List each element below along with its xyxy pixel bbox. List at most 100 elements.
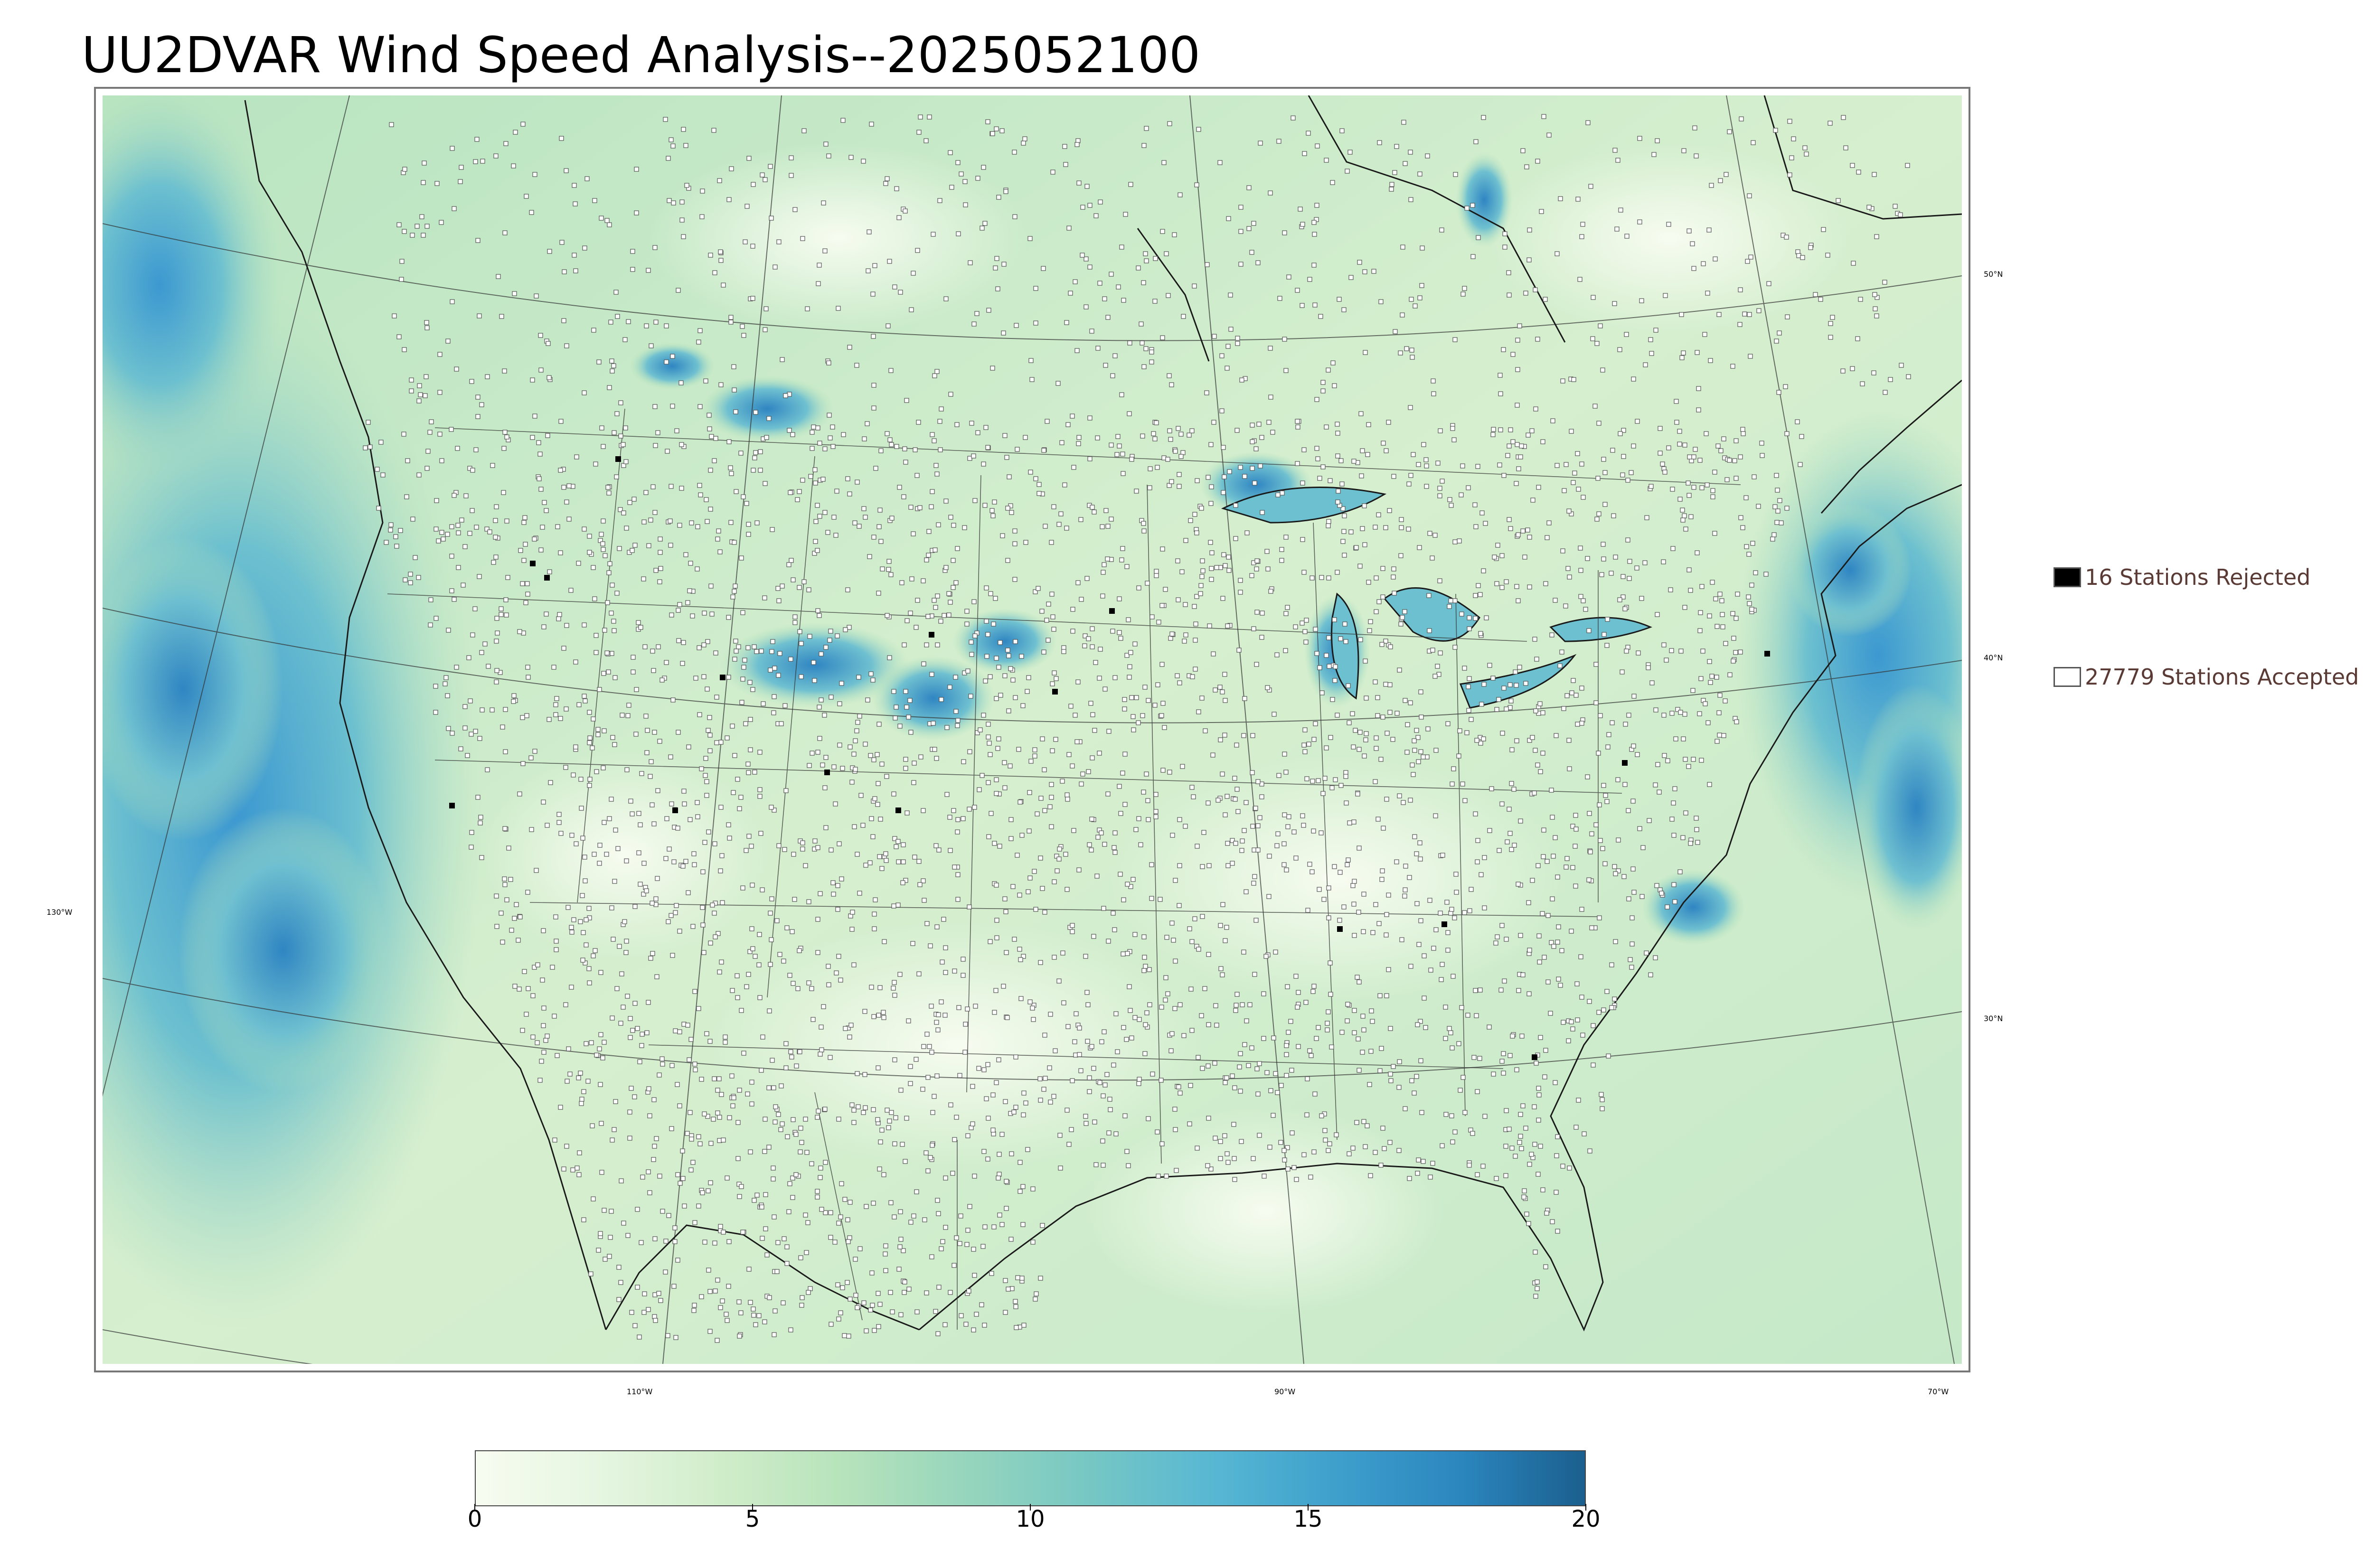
accepted-station <box>1546 132 1552 138</box>
accepted-station <box>801 579 807 584</box>
accepted-station <box>1682 513 1687 518</box>
accepted-station <box>461 582 466 588</box>
accepted-station <box>975 176 980 181</box>
accepted-station <box>1189 785 1195 790</box>
accepted-station <box>1385 731 1390 736</box>
accepted-station <box>1312 302 1318 308</box>
accepted-station <box>932 598 937 603</box>
accepted-station <box>1520 148 1526 153</box>
accepted-station <box>1090 644 1095 649</box>
accepted-station <box>938 619 943 624</box>
accepted-station <box>1347 720 1352 725</box>
accepted-station <box>1338 870 1343 875</box>
accepted-station <box>1828 121 1833 126</box>
accepted-station <box>1512 843 1517 848</box>
accepted-station <box>787 973 792 978</box>
accepted-station <box>1570 824 1575 829</box>
accepted-station <box>713 934 718 939</box>
accepted-station <box>685 600 690 605</box>
accepted-station <box>1534 657 1539 662</box>
accepted-station <box>1532 1104 1537 1109</box>
accepted-station <box>857 524 862 529</box>
accepted-station <box>1095 435 1100 441</box>
accepted-station <box>1017 1189 1023 1194</box>
accepted-station <box>554 947 559 952</box>
accepted-station <box>1375 817 1381 822</box>
accepted-station <box>1239 848 1244 853</box>
accepted-station <box>526 986 531 991</box>
accepted-station <box>1701 261 1706 266</box>
accepted-station <box>1776 390 1781 395</box>
accepted-station <box>1167 770 1172 775</box>
accepted-station <box>688 561 693 566</box>
accepted-station <box>1301 570 1307 575</box>
accepted-station <box>1324 158 1329 163</box>
accepted-station <box>1544 1211 1549 1216</box>
accepted-station <box>564 499 569 505</box>
accepted-station <box>1596 421 1602 426</box>
accepted-station <box>1163 587 1168 592</box>
accepted-station <box>726 1239 732 1244</box>
accepted-station <box>1503 1144 1508 1149</box>
wind-speed-map[interactable] <box>103 95 1962 1364</box>
accepted-station <box>1653 782 1658 788</box>
accepted-station <box>818 891 823 896</box>
accepted-station <box>620 713 625 718</box>
colorbar-tick <box>1585 1504 1586 1511</box>
accepted-station <box>939 697 944 702</box>
accepted-station <box>1137 1077 1142 1082</box>
accepted-station <box>1576 487 1581 492</box>
accepted-station <box>772 1308 778 1314</box>
accepted-station <box>1001 330 1006 336</box>
colorbar-tick <box>1308 1504 1309 1511</box>
accepted-station <box>1004 950 1009 955</box>
accepted-station <box>416 398 422 404</box>
accepted-station <box>845 476 850 481</box>
accepted-station <box>1627 559 1632 564</box>
accepted-station <box>1612 864 1617 869</box>
accepted-station <box>566 516 572 522</box>
accepted-station <box>1310 779 1315 784</box>
accepted-station <box>486 664 491 669</box>
accepted-station <box>830 444 836 449</box>
accepted-station <box>673 910 678 915</box>
accepted-station <box>1273 1071 1278 1076</box>
accepted-station <box>458 746 463 751</box>
accepted-station <box>1364 695 1369 701</box>
accepted-station <box>1771 532 1777 537</box>
accepted-station <box>1326 575 1331 581</box>
accepted-station <box>1086 769 1091 774</box>
accepted-station <box>1706 227 1712 233</box>
accepted-station <box>1414 901 1420 906</box>
accepted-station <box>1188 986 1194 992</box>
rejected-station <box>530 561 536 566</box>
accepted-station <box>1352 1030 1357 1035</box>
accepted-station <box>811 424 816 430</box>
accepted-station <box>1233 503 1238 508</box>
accepted-station <box>888 1200 894 1205</box>
accepted-station <box>1516 882 1521 887</box>
accepted-station <box>1601 457 1606 462</box>
accepted-station <box>564 343 569 348</box>
accepted-station <box>744 501 749 506</box>
accepted-station <box>576 1075 581 1080</box>
accepted-station <box>1713 256 1718 262</box>
accepted-station <box>748 747 753 752</box>
accepted-station <box>1070 763 1075 769</box>
accepted-station <box>587 777 593 782</box>
accepted-station <box>990 366 995 371</box>
accepted-station <box>1708 680 1713 685</box>
accepted-station <box>1550 896 1555 901</box>
accepted-station <box>914 1189 919 1194</box>
accepted-station <box>543 1038 548 1043</box>
accepted-station <box>1602 861 1608 866</box>
accepted-station <box>546 375 552 380</box>
accepted-station <box>1699 485 1705 490</box>
accepted-station <box>1240 838 1245 844</box>
accepted-station <box>998 693 1003 698</box>
accepted-station <box>735 995 740 1000</box>
accepted-station <box>901 842 906 847</box>
rejected-station <box>449 803 455 808</box>
accepted-station <box>582 694 587 699</box>
accepted-station <box>508 877 513 882</box>
